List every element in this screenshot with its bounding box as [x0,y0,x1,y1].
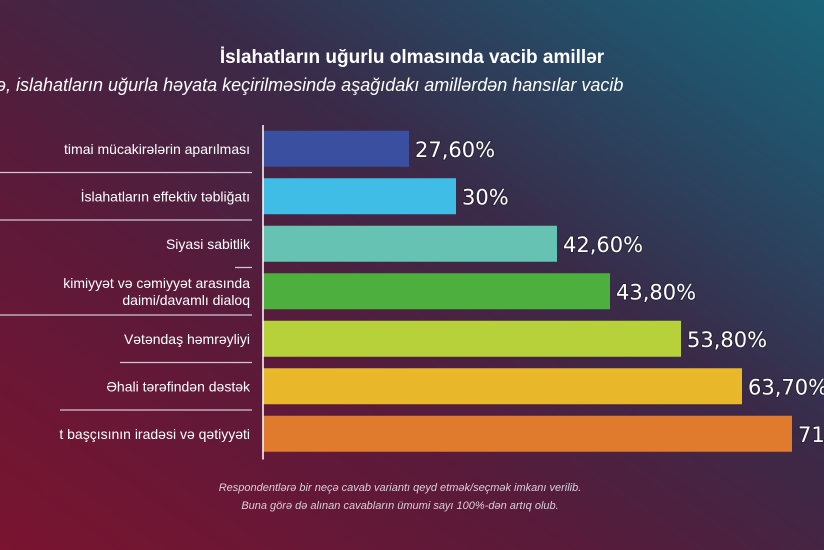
data-label: 71 [798,423,824,447]
bar [263,273,610,310]
footnote: Respondentlərə bir neçə cavab variantı q… [0,479,800,515]
data-label: 43,80% [616,280,696,304]
bar [263,130,409,167]
category-label: Siyasi sabitlik [166,236,251,252]
data-label: 30% [462,185,509,209]
category-label: kimiyyət və cəmiyyət arasında [63,275,250,291]
bar [263,320,681,357]
category-label: Vətəndaş həmrəyliyi [124,331,250,347]
bar [263,415,792,452]
category-label: Əhali tərəfindən dəstək [106,378,251,394]
category-label: İslahatların effektiv təbliğatı [81,187,250,204]
bar [263,225,557,262]
bar [263,368,742,405]
footnote-line-2: Buna görə də alınan cavabların ümumi say… [241,500,559,512]
category-label: timai mücakirələrin aparılması [64,141,250,157]
category-label: t başçısının iradəsi və qətiyyəti [59,426,250,442]
data-label: 53,80% [687,328,767,352]
chart-title: İslahatların uğurlu olmasında vacib amil… [219,47,605,68]
chart-subtitle: ə, islahatların uğurla həyata keçirilməs… [0,75,624,95]
data-label: 27,60% [415,138,495,162]
data-label: 42,60% [563,233,643,257]
data-label: 63,70% [748,375,824,399]
bar [263,178,456,215]
footnote-line-1: Respondentlərə bir neçə cavab variantı q… [218,482,582,494]
category-label: daimi/davamlı dialoq [122,292,250,308]
